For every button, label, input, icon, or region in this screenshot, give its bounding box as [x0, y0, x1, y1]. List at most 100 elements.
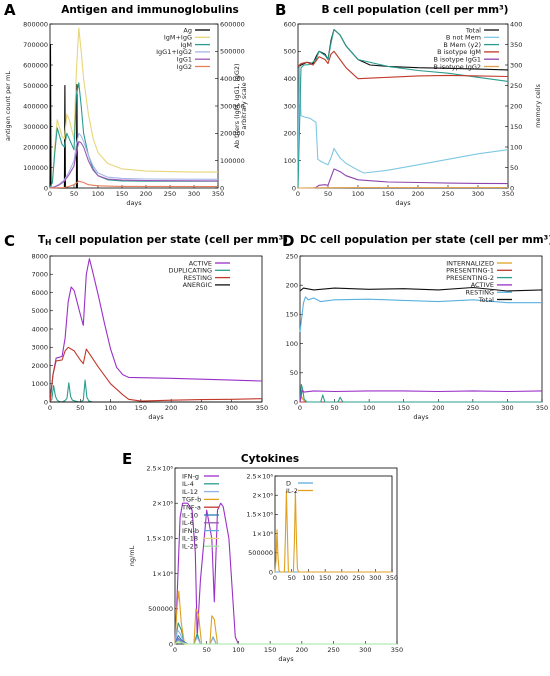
y-tick-label: 600000 — [23, 61, 48, 69]
legend-label: IgG2 — [177, 63, 192, 71]
x-tick-label: 50 — [70, 190, 78, 198]
x-tick-label: 350 — [391, 646, 403, 654]
y-tick-label: 2×10⁶ — [253, 492, 274, 500]
x-tick-label: 150 — [116, 190, 128, 198]
y-tick-label: 700000 — [23, 41, 48, 49]
x-tick-label: 250 — [327, 646, 339, 654]
y-axis-label: antigen count per mL — [4, 71, 12, 141]
series-line-ifn-g — [174, 502, 397, 645]
y2-tick-label: 600000 — [220, 20, 245, 28]
x-tick-label: 250 — [164, 190, 176, 198]
x-tick-label: 250 — [195, 404, 207, 412]
legend-label: TNF-a — [181, 504, 201, 512]
x-tick-label: 0 — [173, 646, 177, 654]
y-tick-label: 400 — [284, 75, 296, 83]
x-tick-label: 300 — [226, 404, 238, 412]
y2-axis-label: memory cells — [534, 83, 542, 127]
x-tick-label: 150 — [382, 190, 394, 198]
x-axis-label: days — [148, 413, 164, 421]
legend-label: PRESENTING-1 — [446, 267, 494, 275]
y-tick-label: 400000 — [23, 102, 48, 110]
panel-d-title: DC cell population per state (cell per m… — [300, 234, 550, 246]
legend-label: B isotype IgG2 — [434, 63, 482, 71]
y-axis-label: ng/mL — [128, 545, 136, 566]
panel-b-letter: B — [275, 1, 287, 19]
x-tick-label: 350 — [386, 574, 398, 582]
series-line-resting — [49, 346, 263, 403]
y-tick-label: 500000 — [248, 549, 273, 557]
legend-label: RESTING — [465, 289, 494, 297]
legend-label: IgM — [180, 41, 192, 49]
y2-tick-label: 0 — [220, 184, 224, 192]
x-tick-label: 300 — [359, 646, 371, 654]
legend-label: Ag — [183, 26, 192, 34]
legend-label: ACTIVE — [189, 259, 212, 267]
x-tick-label: 250 — [467, 404, 479, 412]
legend-label: IL-10 — [182, 511, 198, 519]
y2-axis-label: arbitrary scale — [240, 82, 248, 129]
legend-label: B isotype IgG1 — [434, 56, 482, 64]
series-line-active — [49, 258, 263, 403]
x-tick-label: 200 — [432, 404, 444, 412]
panel-e-title: Cytokines — [240, 453, 300, 465]
series-line-b-isotype-igg1 — [298, 168, 509, 189]
y-tick-label: 2.5×10⁶ — [146, 466, 173, 472]
y-tick-label: 8000 — [31, 252, 48, 260]
x-tick-label: 0 — [48, 190, 52, 198]
series-line-igg1 — [49, 140, 219, 189]
x-tick-label: 50 — [324, 190, 332, 198]
y-tick-label: 0 — [44, 398, 48, 406]
legend-label: B Mem (y2) — [443, 41, 481, 49]
legend-label: B isotype IgM — [437, 48, 481, 56]
y2-tick-label: 150 — [510, 123, 522, 131]
y2-tick-label: 300 — [510, 61, 522, 69]
legend-label: TGF-b — [181, 496, 201, 504]
y2-tick-label: 200000 — [220, 130, 245, 138]
chart-cytokines: 0 50 100 150 200 250 300 350 0 500000 1×10⁶ 1.5×10⁶… — [128, 466, 403, 663]
y-tick-label: 3000 — [31, 344, 48, 352]
y-tick-label: 7000 — [31, 271, 48, 279]
y2-tick-label: 100000 — [220, 157, 245, 165]
y-tick-label: 2.5×10⁶ — [246, 472, 273, 480]
x-tick-label: 100 — [302, 574, 314, 582]
x-axis-label: days — [126, 199, 142, 207]
y-tick-label: 800000 — [23, 20, 48, 28]
y-tick-label: 50 — [290, 369, 298, 377]
x-tick-label: 0 — [296, 190, 300, 198]
x-tick-label: 100 — [92, 190, 104, 198]
y-tick-label: 1.5×10⁶ — [146, 535, 173, 543]
legend-label: ANERGIC — [183, 281, 213, 289]
legend-label: IL-12 — [182, 488, 198, 496]
series-line-b-mem-y2- — [297, 28, 509, 189]
legend-label: Total — [478, 296, 494, 304]
legend-label: IFN-b — [182, 527, 199, 535]
x-tick-label: 150 — [398, 404, 410, 412]
legend-label: B not Mem — [446, 34, 481, 42]
y-tick-label: 300 — [284, 102, 296, 110]
x-tick-label: 150 — [264, 646, 276, 654]
y-tick-label: 100 — [286, 340, 298, 348]
panel-e-letter: E — [122, 450, 133, 468]
x-tick-label: 100 — [232, 646, 244, 654]
legend-label: PRESENTING-2 — [446, 274, 494, 282]
y2-tick-label: 200 — [510, 102, 522, 110]
y-tick-label: 300000 — [23, 123, 48, 131]
x-tick-label: 100 — [104, 404, 116, 412]
x-tick-label: 100 — [352, 190, 364, 198]
x-axis-label: days — [395, 199, 411, 207]
series-line-b-isotype-igm — [297, 50, 509, 80]
series-line-b-not-mem — [297, 64, 509, 189]
y-tick-label: 200000 — [23, 143, 48, 151]
x-tick-label: 150 — [135, 404, 147, 412]
y-tick-label: 500000 — [23, 82, 48, 90]
x-tick-label: 350 — [256, 404, 268, 412]
y-tick-label: 250 — [286, 252, 298, 260]
legend-label: IgG1+IgG2 — [156, 48, 192, 56]
panel-a-letter: A — [4, 1, 16, 19]
x-tick-label: 300 — [188, 190, 200, 198]
y2-tick-label: 100 — [510, 143, 522, 151]
legend-label: IFN-g — [182, 472, 199, 480]
y-tick-label: 100 — [284, 157, 296, 165]
y-tick-label: 0 — [294, 398, 298, 406]
x-tick-label: 50 — [288, 574, 296, 582]
